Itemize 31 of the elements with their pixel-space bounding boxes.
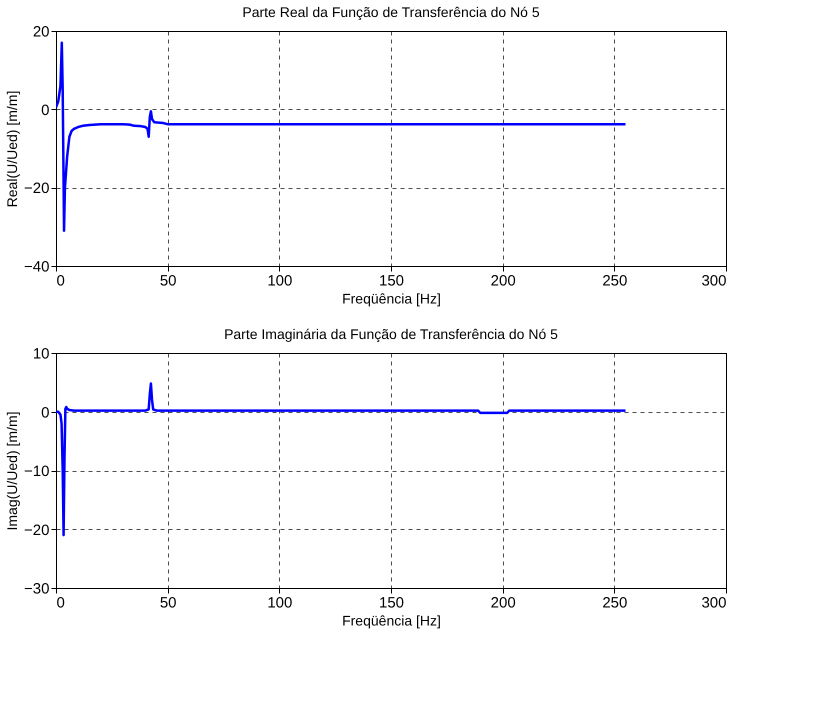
y-tick-label: 10 <box>32 346 50 362</box>
y-tick-label: −20 <box>24 180 50 198</box>
y-tick-label: 0 <box>41 404 50 422</box>
x-tick-label: 0 <box>56 594 65 612</box>
y-axis-title: Imag(U/Ued) [m/m] <box>4 411 20 531</box>
y-tick-label: −30 <box>24 580 50 598</box>
x-tick-label: 100 <box>267 594 292 612</box>
chart-title: Parte Real da Função de Transferência do Nó 5 <box>242 4 540 20</box>
chart-title: Parte Imaginária da Função de Transferência do Nó 5 <box>224 326 558 342</box>
y-tick-label: −20 <box>24 522 50 539</box>
x-tick-label: 200 <box>490 594 516 612</box>
line-series <box>56 382 627 536</box>
x-tick-label: 200 <box>490 272 516 290</box>
x-tick-label: 250 <box>602 272 628 290</box>
x-tick-label: 300 <box>701 272 726 290</box>
y-tick-label: 20 <box>32 24 50 40</box>
line-series <box>56 42 627 232</box>
x-tick-label: 0 <box>56 272 65 290</box>
y-tick-label: 0 <box>41 102 50 119</box>
x-tick-label: 150 <box>378 594 404 612</box>
y-tick-label: −40 <box>24 258 50 276</box>
x-axis-title: Freqüência [Hz] <box>342 612 441 628</box>
x-tick-label: 50 <box>160 272 177 290</box>
x-tick-label: 100 <box>267 272 292 290</box>
x-tick-label: 150 <box>378 272 404 290</box>
x-tick-label: 250 <box>602 594 628 612</box>
x-tick-label: 300 <box>701 594 726 612</box>
y-axis-title: Real(U/Ued) [m/m] <box>4 90 20 208</box>
y-tick-label: −10 <box>24 463 50 480</box>
x-axis-title: Freqüência [Hz] <box>342 290 441 306</box>
x-tick-label: 50 <box>160 594 177 612</box>
